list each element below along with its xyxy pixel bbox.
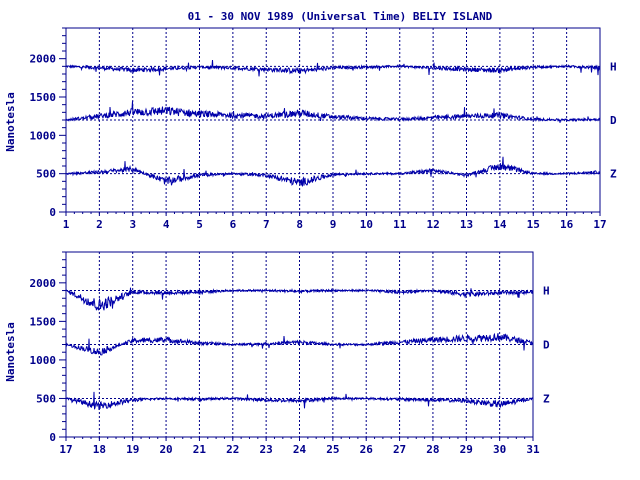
x-tick-label: 7 [263, 218, 270, 231]
y-tick-label: 500 [36, 168, 56, 181]
series-line-D [65, 101, 601, 123]
panel-bottom: 17 18 19 20 21 22 23 24 25 26 27 28 29 30 31 0 500 1000 15… [30, 251, 550, 456]
x-tick-label: 19 [126, 443, 139, 456]
x-tick-label: 9 [330, 218, 337, 231]
y-tick-label: 0 [49, 206, 56, 219]
y-tick-label: 2000 [30, 53, 57, 66]
y-tick-label: 1000 [30, 129, 57, 142]
x-tick-label: 30 [493, 443, 506, 456]
x-tick-label: 6 [230, 218, 237, 231]
x-tick-label: 17 [593, 218, 606, 231]
y-tick-label: 1000 [30, 354, 57, 367]
series-label-D: D [610, 114, 617, 127]
series-label-Z: Z [543, 392, 550, 405]
x-tick-label: 24 [293, 443, 307, 456]
series-label-H: H [610, 60, 617, 73]
x-tick-label: 26 [360, 443, 374, 456]
series-line-H [66, 287, 534, 311]
x-tick-label: 27 [393, 443, 406, 456]
x-tick-label: 18 [93, 443, 106, 456]
series-line-Z [65, 156, 601, 187]
y-tick-label: 1500 [30, 91, 57, 104]
chart-title: 01 - 30 NOV 1989 (Universal Time) BELIY … [188, 10, 493, 23]
y-axis-label-top: Nanotesla [4, 92, 17, 152]
y-tick-label: 0 [49, 431, 56, 444]
x-tick-label: 1 [63, 218, 70, 231]
panel-top: 1 2 3 4 5 6 7 8 9 10 11 12 13 14 15 16 17050010001500200… [30, 27, 617, 231]
y-tick-label: 1500 [30, 315, 57, 328]
x-tick-label: 23 [260, 443, 273, 456]
x-tick-label: 25 [326, 443, 339, 456]
x-tick-label: 29 [460, 443, 473, 456]
x-tick-label: 8 [296, 218, 303, 231]
y-axis-label-bottom: Nanotesla [4, 322, 17, 382]
x-tick-label: 16 [560, 218, 574, 231]
x-tick-label: 21 [193, 443, 207, 456]
x-tick-label: 14 [493, 218, 507, 231]
x-tick-label: 3 [129, 218, 136, 231]
x-tick-label: 5 [196, 218, 203, 231]
x-tick-label: 20 [159, 443, 172, 456]
series-line-Z [65, 391, 534, 411]
series-line-D [65, 332, 534, 356]
series-label-D: D [543, 339, 550, 352]
x-tick-label: 17 [59, 443, 72, 456]
y-tick-label: 2000 [30, 277, 57, 290]
x-tick-label: 4 [163, 218, 170, 231]
series-line-H [65, 59, 601, 77]
series-label-Z: Z [610, 168, 617, 181]
x-tick-label: 13 [460, 218, 473, 231]
x-tick-label: 10 [360, 218, 373, 231]
x-tick-label: 12 [427, 218, 440, 231]
x-tick-label: 11 [393, 218, 407, 231]
series-label-H: H [543, 285, 550, 298]
y-tick-label: 500 [36, 392, 56, 405]
x-tick-label: 22 [226, 443, 239, 456]
x-tick-label: 28 [426, 443, 439, 456]
x-tick-label: 31 [526, 443, 540, 456]
x-tick-label: 2 [96, 218, 103, 231]
x-tick-label: 15 [527, 218, 540, 231]
